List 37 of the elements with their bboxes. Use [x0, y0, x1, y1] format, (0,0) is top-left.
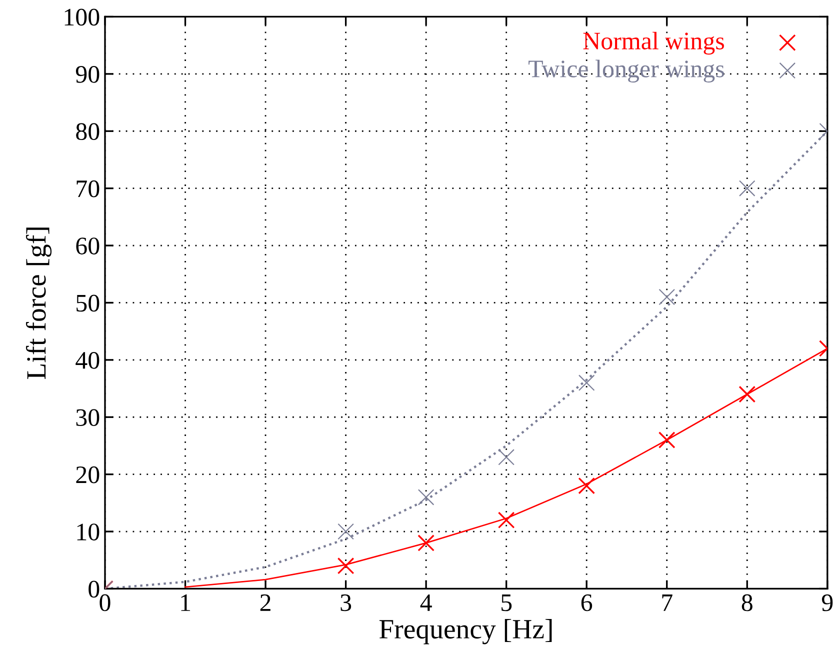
point — [418, 489, 434, 506]
point — [498, 449, 514, 466]
point — [738, 180, 756, 196]
y-tick-label: 0 — [88, 580, 100, 598]
legend-label: Normal wings — [583, 32, 724, 55]
y-tick-label: 90 — [76, 66, 100, 83]
x-tick-label: 1 — [181, 594, 190, 611]
y-tick-label: 100 — [64, 8, 100, 26]
legend-label: Twice longer wings — [528, 60, 724, 83]
y-tick-label: 10 — [77, 524, 100, 540]
y-tick-label: 70 — [76, 180, 100, 198]
y-tick-label: 50 — [76, 294, 100, 312]
point — [498, 512, 515, 529]
point — [578, 477, 596, 494]
y-tick-label: 30 — [76, 409, 100, 426]
point — [658, 288, 676, 306]
y-axis-title: Lift force [gf] — [26, 228, 52, 380]
x-tick-label: 6 — [581, 594, 592, 612]
y-tick-label: 80 — [76, 123, 100, 140]
point — [738, 386, 756, 403]
point — [658, 432, 676, 448]
y-tick-label: 60 — [76, 238, 100, 254]
x-axis-title: Frequency [Hz] — [379, 619, 552, 644]
x-tick-label: 4 — [420, 594, 432, 611]
point — [418, 534, 435, 552]
x-tick-label: 9 — [822, 594, 833, 612]
point — [578, 374, 595, 391]
x-tick-label: 7 — [662, 594, 672, 611]
x-tick-label: 5 — [502, 594, 512, 612]
y-tick-label: 20 — [76, 466, 100, 484]
point — [338, 523, 354, 540]
x-tick-label: 0 — [100, 594, 110, 612]
x-tick-label: 8 — [742, 594, 752, 612]
x-tick-label: 3 — [340, 594, 352, 612]
y-tick-label: 40 — [76, 352, 100, 369]
x-tick-label: 2 — [260, 594, 270, 611]
point — [337, 557, 354, 574]
